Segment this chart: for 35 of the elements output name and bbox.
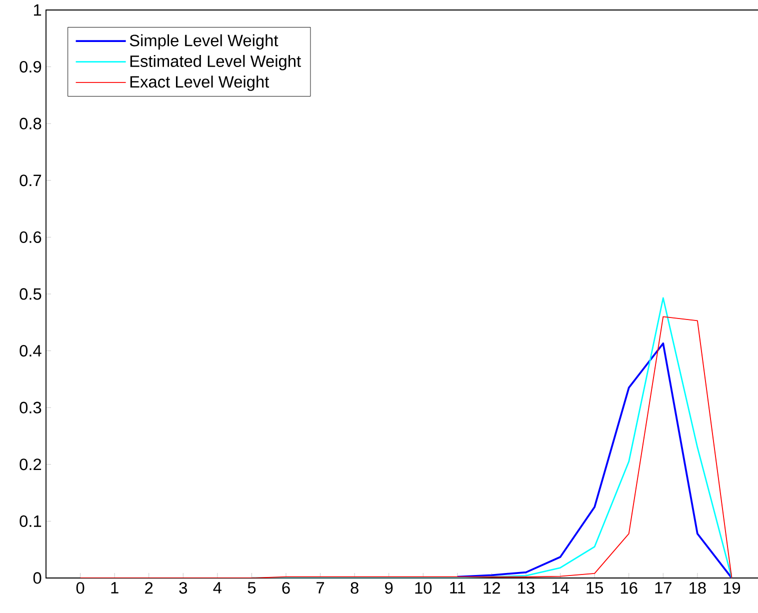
y-tick-label: 0.9 — [20, 60, 42, 73]
x-tick-label: 8 — [350, 582, 358, 594]
legend-label: Simple Level Weight — [130, 34, 278, 50]
x-tick-label: 17 — [655, 582, 672, 594]
y-tick-label: 0.1 — [20, 515, 42, 527]
y-tick-label: 0.6 — [20, 231, 42, 243]
y-tick-label: 1 — [34, 4, 42, 16]
x-tick-label: 18 — [690, 582, 706, 594]
legend-label: Exact Level Weight — [130, 76, 270, 91]
line-series — [456, 342, 733, 578]
x-tick-label: 10 — [415, 582, 432, 594]
y-tick-label: 0.4 — [20, 344, 42, 357]
x-tick-label: 14 — [552, 582, 569, 594]
x-tick-label: 3 — [179, 582, 187, 594]
y-tick-label: 0.3 — [20, 402, 42, 414]
x-tick-label: 1 — [111, 582, 118, 594]
x-tick-label: 5 — [248, 582, 256, 594]
y-tick-label: 0.8 — [20, 118, 42, 130]
x-tick-label: 11 — [450, 582, 466, 594]
y-tick-label: 0.5 — [20, 288, 42, 300]
x-tick-label: 13 — [518, 582, 534, 594]
y-tick-label: 0 — [33, 572, 42, 584]
y-tick-label: 0.7 — [20, 174, 42, 186]
x-tick-label: 19 — [724, 582, 740, 594]
x-tick-label: 7 — [316, 582, 324, 594]
x-tick-label: 9 — [385, 582, 393, 594]
x-tick-label: 6 — [282, 582, 290, 594]
x-tick-label: 4 — [213, 582, 222, 594]
legend-label: Estimated Level Weight — [130, 54, 301, 70]
x-tick-label: 12 — [484, 582, 500, 594]
y-tick-label: 0.2 — [20, 458, 42, 470]
x-tick-label: 15 — [586, 582, 603, 594]
x-tick-label: 0 — [76, 582, 84, 594]
x-tick-label: 16 — [620, 582, 638, 594]
x-tick-label: 2 — [145, 582, 153, 594]
